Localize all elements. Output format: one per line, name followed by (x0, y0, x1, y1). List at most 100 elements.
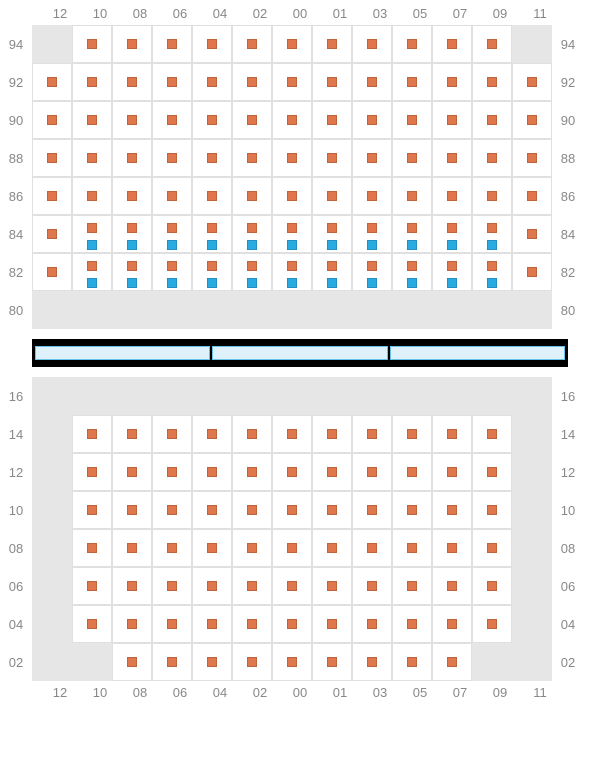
seat-cell[interactable] (232, 177, 272, 215)
seat-cell[interactable] (112, 63, 152, 101)
seat-cell[interactable] (192, 291, 232, 329)
seat-cell[interactable] (72, 63, 112, 101)
seat-cell[interactable] (112, 291, 152, 329)
seat-cell[interactable] (232, 415, 272, 453)
seat-cell[interactable] (352, 139, 392, 177)
seat-cell[interactable] (392, 643, 432, 681)
seat-cell[interactable] (152, 63, 192, 101)
seat-cell[interactable] (432, 215, 472, 253)
seat-cell[interactable] (192, 377, 232, 415)
seat-cell[interactable] (32, 453, 72, 491)
seat-cell[interactable] (152, 567, 192, 605)
seat-cell[interactable] (152, 215, 192, 253)
seat-cell[interactable] (512, 139, 552, 177)
seat-cell[interactable] (312, 643, 352, 681)
seat-cell[interactable] (152, 377, 192, 415)
seat-cell[interactable] (152, 25, 192, 63)
seat-cell[interactable] (232, 453, 272, 491)
seat-cell[interactable] (432, 567, 472, 605)
seat-cell[interactable] (152, 529, 192, 567)
seat-cell[interactable] (72, 605, 112, 643)
seat-cell[interactable] (72, 567, 112, 605)
seat-cell[interactable] (432, 253, 472, 291)
seat-cell[interactable] (432, 177, 472, 215)
seat-cell[interactable] (112, 453, 152, 491)
seat-cell[interactable] (232, 139, 272, 177)
seat-cell[interactable] (152, 253, 192, 291)
seat-cell[interactable] (512, 529, 552, 567)
seat-cell[interactable] (512, 491, 552, 529)
seat-cell[interactable] (112, 253, 152, 291)
seat-cell[interactable] (272, 605, 312, 643)
seat-cell[interactable] (512, 63, 552, 101)
seat-cell[interactable] (512, 177, 552, 215)
seat-cell[interactable] (232, 567, 272, 605)
seat-cell[interactable] (32, 25, 72, 63)
seat-cell[interactable] (312, 453, 352, 491)
seat-cell[interactable] (472, 63, 512, 101)
seat-cell[interactable] (312, 529, 352, 567)
seat-cell[interactable] (272, 643, 312, 681)
seat-cell[interactable] (352, 529, 392, 567)
seat-cell[interactable] (112, 605, 152, 643)
seat-cell[interactable] (32, 101, 72, 139)
seat-cell[interactable] (192, 63, 232, 101)
seat-cell[interactable] (192, 415, 232, 453)
seat-cell[interactable] (512, 643, 552, 681)
seat-cell[interactable] (232, 377, 272, 415)
seat-cell[interactable] (192, 453, 232, 491)
seat-cell[interactable] (152, 415, 192, 453)
seat-cell[interactable] (152, 101, 192, 139)
seat-cell[interactable] (112, 139, 152, 177)
seat-cell[interactable] (72, 415, 112, 453)
seat-cell[interactable] (232, 63, 272, 101)
seat-cell[interactable] (192, 643, 232, 681)
seat-cell[interactable] (392, 177, 432, 215)
seat-cell[interactable] (352, 177, 392, 215)
seat-cell[interactable] (112, 643, 152, 681)
seat-cell[interactable] (232, 101, 272, 139)
seat-cell[interactable] (72, 139, 112, 177)
seat-cell[interactable] (472, 291, 512, 329)
seat-cell[interactable] (112, 415, 152, 453)
seat-cell[interactable] (472, 605, 512, 643)
seat-cell[interactable] (272, 139, 312, 177)
seat-cell[interactable] (272, 415, 312, 453)
seat-cell[interactable] (32, 415, 72, 453)
seat-cell[interactable] (352, 291, 392, 329)
seat-cell[interactable] (72, 25, 112, 63)
seat-cell[interactable] (232, 25, 272, 63)
seat-cell[interactable] (32, 491, 72, 529)
seat-cell[interactable] (432, 453, 472, 491)
seat-cell[interactable] (392, 215, 432, 253)
seat-cell[interactable] (232, 215, 272, 253)
seat-cell[interactable] (312, 567, 352, 605)
seat-cell[interactable] (392, 101, 432, 139)
seat-cell[interactable] (432, 139, 472, 177)
seat-cell[interactable] (512, 101, 552, 139)
seat-cell[interactable] (312, 605, 352, 643)
seat-cell[interactable] (272, 529, 312, 567)
seat-cell[interactable] (232, 491, 272, 529)
seat-cell[interactable] (72, 101, 112, 139)
seat-cell[interactable] (272, 253, 312, 291)
seat-cell[interactable] (152, 491, 192, 529)
seat-cell[interactable] (272, 101, 312, 139)
seat-cell[interactable] (192, 253, 232, 291)
seat-cell[interactable] (312, 491, 352, 529)
seat-cell[interactable] (432, 63, 472, 101)
seat-cell[interactable] (112, 491, 152, 529)
seat-cell[interactable] (512, 605, 552, 643)
seat-cell[interactable] (472, 253, 512, 291)
seat-cell[interactable] (32, 63, 72, 101)
seat-cell[interactable] (32, 643, 72, 681)
seat-cell[interactable] (392, 415, 432, 453)
seat-cell[interactable] (432, 605, 472, 643)
seat-cell[interactable] (312, 177, 352, 215)
seat-cell[interactable] (352, 491, 392, 529)
seat-cell[interactable] (312, 415, 352, 453)
seat-cell[interactable] (472, 177, 512, 215)
seat-cell[interactable] (432, 291, 472, 329)
seat-cell[interactable] (112, 215, 152, 253)
seat-cell[interactable] (312, 25, 352, 63)
